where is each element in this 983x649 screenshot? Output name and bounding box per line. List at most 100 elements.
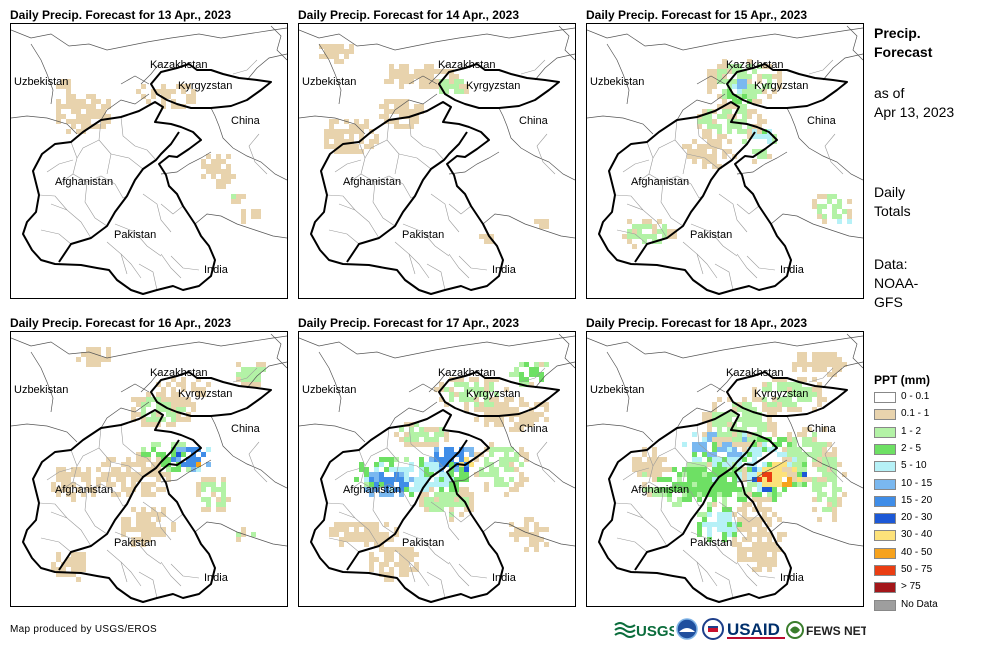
country-label-china: China	[519, 423, 548, 435]
country-label-india: India	[492, 264, 516, 276]
precip-cells	[51, 347, 266, 582]
focus-country-outlines	[310, 63, 560, 295]
forecast-title: Precip. Forecast	[874, 24, 932, 62]
precip-map: Kazakhstan Uzbekistan Kyrgyzstan China Afgha…	[298, 331, 576, 607]
country-label-afghanistan: Afghanistan	[55, 484, 114, 496]
country-label-kazakhstan: Kazakhstan	[726, 59, 784, 71]
fewsnet-logo-text: FEWS NET	[806, 624, 866, 638]
country-label-kazakhstan: Kazakhstan	[438, 367, 496, 379]
country-label-pakistan: Pakistan	[402, 229, 445, 241]
country-label-pakistan: Pakistan	[690, 229, 733, 241]
precip-map-graphic	[11, 25, 287, 295]
country-label-china: China	[807, 115, 836, 127]
rivers	[120, 59, 268, 279]
usgs-logo: USGS	[614, 619, 679, 646]
data-source-line3: GFS	[874, 294, 903, 310]
country-label-kyrgyzstan: Kyrgyzstan	[178, 388, 233, 400]
precip-map: Kazakhstan Uzbekistan Kyrgyzstan China Afgha…	[298, 23, 576, 299]
fewsnet-logo-graphic: FEWS NET	[786, 621, 869, 639]
legend-swatch	[874, 547, 896, 559]
country-label-kyrgyzstan: Kyrgyzstan	[466, 80, 521, 92]
usgs-wave-icon: USGS	[614, 622, 679, 640]
rivers	[696, 59, 844, 279]
focus-country-outlines	[22, 63, 272, 295]
seal-emblem-icon	[702, 618, 724, 640]
precip-map-graphic	[299, 333, 575, 603]
legend-label: 0.1 - 1	[901, 408, 930, 420]
legend-label: 50 - 75	[901, 564, 933, 575]
panel-title: Daily Precip. Forecast for 17 Apr., 2023	[298, 316, 519, 330]
country-label-kazakhstan: Kazakhstan	[726, 367, 784, 379]
precip-map-graphic	[587, 333, 863, 603]
totals-label: Totals	[874, 203, 911, 219]
legend-label: 30 - 40	[901, 529, 933, 541]
country-borders	[587, 25, 863, 239]
legend-label: > 75	[901, 581, 921, 593]
legend-swatch	[874, 565, 896, 576]
country-label-kyrgyzstan: Kyrgyzstan	[754, 388, 809, 400]
daily-totals-note: Daily Totals	[874, 183, 911, 221]
forecast-panel-day-5: Daily Precip. Forecast for 17 Apr., 2023…	[298, 316, 578, 611]
focus-country-outlines	[310, 371, 560, 603]
country-label-uzbekistan: Uzbekistan	[590, 384, 645, 396]
map-credit: Map produced by USGS/EROS	[10, 624, 158, 635]
country-borders	[299, 25, 575, 239]
legend-swatch	[874, 443, 896, 455]
legend-swatch	[874, 478, 896, 490]
precip-map: Kazakhstan Uzbekistan Kyrgyzstan China Afgha…	[10, 23, 288, 299]
province-borders	[326, 116, 488, 291]
legend-label: 0 - 0.1	[901, 391, 930, 402]
country-label-kazakhstan: Kazakhstan	[150, 367, 208, 379]
precip-map: Kazakhstan Uzbekistan Kyrgyzstan China Afgha…	[586, 331, 864, 607]
rivers	[408, 59, 556, 279]
country-label-pakistan: Pakistan	[690, 537, 733, 549]
forecast-panel-day-3: Daily Precip. Forecast for 15 Apr., 2023…	[586, 8, 866, 303]
panel-title: Daily Precip. Forecast for 18 Apr., 2023	[586, 316, 807, 330]
precip-map-graphic	[299, 25, 575, 295]
legend-label: No Data	[901, 598, 938, 610]
forecast-panel-day-2: Daily Precip. Forecast for 14 Apr., 2023…	[298, 8, 578, 303]
country-label-afghanistan: Afghanistan	[343, 484, 402, 496]
forecast-panel-day-6: Daily Precip. Forecast for 18 Apr., 2023…	[586, 316, 866, 611]
country-label-kazakhstan: Kazakhstan	[150, 59, 208, 71]
precip-cells	[56, 79, 261, 224]
legend-swatch	[874, 461, 896, 473]
province-borders	[326, 424, 488, 599]
country-label-uzbekistan: Uzbekistan	[302, 76, 357, 88]
country-label-pakistan: Pakistan	[114, 229, 157, 241]
legend-swatch	[874, 409, 896, 421]
data-source-note: Data: NOAA- GFS	[874, 255, 918, 312]
noaa-emblem-icon	[676, 618, 698, 640]
usaid-logo-graphic: USAID	[727, 620, 785, 639]
precip-map-graphic	[587, 25, 863, 295]
noaa-logo	[676, 618, 698, 645]
rivers	[696, 367, 844, 587]
precip-map-graphic	[11, 333, 287, 603]
legend-label: 15 - 20	[901, 494, 933, 506]
country-label-afghanistan: Afghanistan	[343, 176, 402, 188]
country-label-india: India	[204, 572, 228, 584]
focus-country-outlines	[598, 63, 848, 295]
legend-swatch	[874, 392, 896, 403]
legend-swatch	[874, 495, 896, 507]
country-label-china: China	[519, 115, 548, 127]
precip-cells	[319, 44, 549, 244]
country-label-uzbekistan: Uzbekistan	[14, 76, 69, 88]
country-label-india: India	[204, 264, 228, 276]
country-borders	[11, 25, 287, 239]
legend-label: 5 - 10	[901, 460, 927, 472]
country-label-kazakhstan: Kazakhstan	[438, 59, 496, 71]
data-source-label: Data:	[874, 256, 908, 272]
country-label-afghanistan: Afghanistan	[631, 176, 690, 188]
focus-country-outlines	[598, 371, 848, 603]
fewsnet-logo: FEWS NET	[786, 620, 869, 645]
focus-country-outlines	[22, 371, 272, 603]
precip-map: Kazakhstan Uzbekistan Kyrgyzstan China Afgha…	[586, 23, 864, 299]
as-of-value: Apr 13, 2023	[874, 104, 955, 120]
country-label-uzbekistan: Uzbekistan	[14, 384, 69, 396]
country-label-uzbekistan: Uzbekistan	[302, 384, 357, 396]
forecast-panel-day-4: Daily Precip. Forecast for 16 Apr., 2023…	[10, 316, 290, 611]
country-label-china: China	[231, 115, 260, 127]
rivers	[120, 367, 268, 587]
as-of-label: as of	[874, 85, 905, 101]
